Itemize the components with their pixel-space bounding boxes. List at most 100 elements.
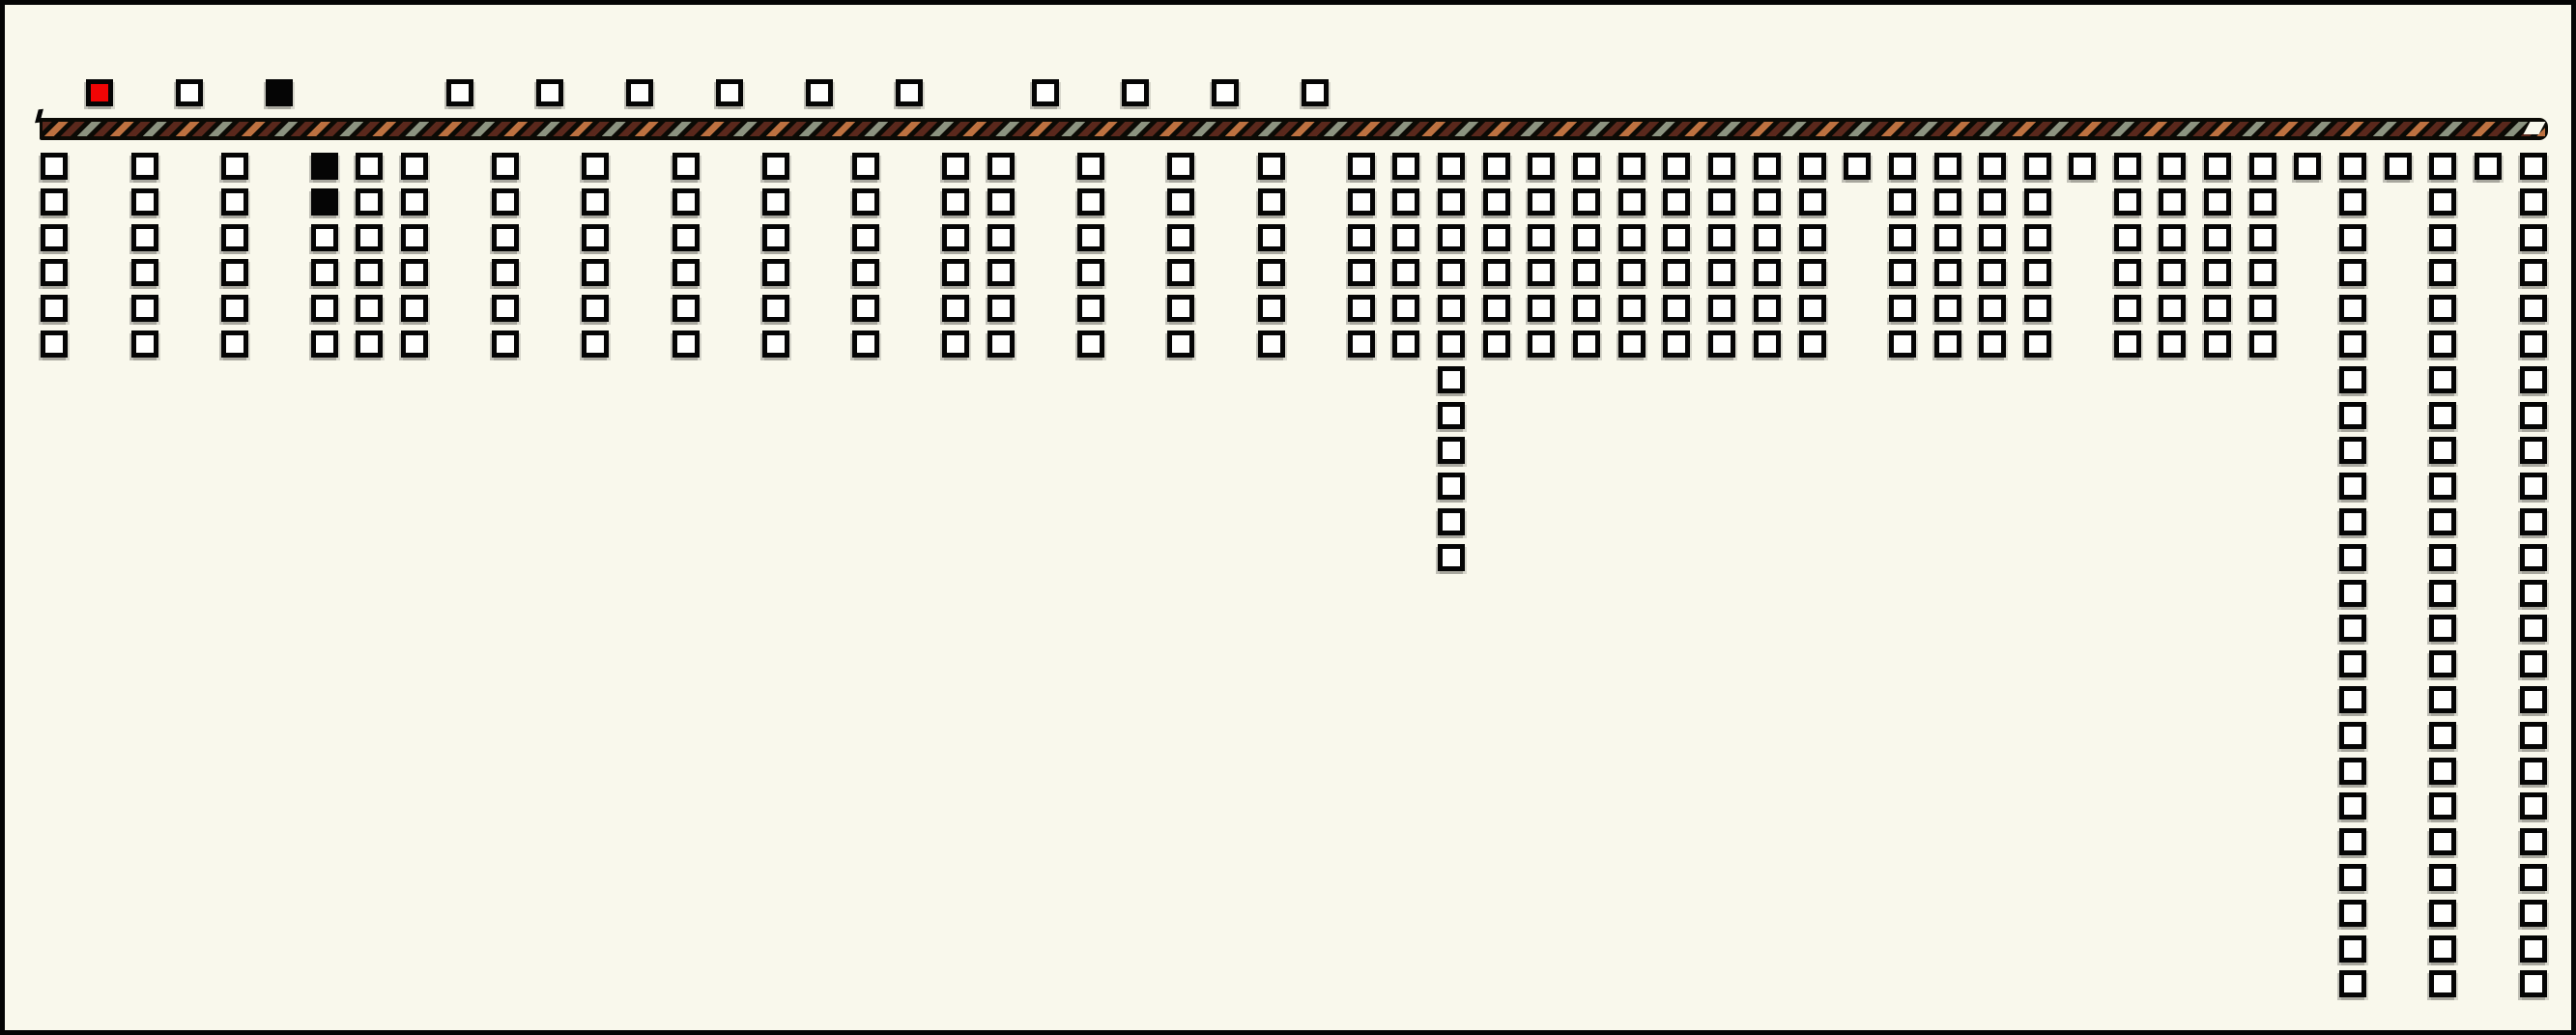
slot[interactable] — [2249, 331, 2276, 358]
slot[interactable] — [2429, 722, 2456, 749]
slot[interactable] — [942, 224, 969, 251]
slot[interactable] — [2159, 224, 2186, 251]
slot[interactable] — [2069, 153, 2096, 180]
slot[interactable] — [356, 295, 383, 322]
slot[interactable] — [2520, 544, 2547, 571]
slot[interactable] — [2114, 153, 2141, 180]
slot[interactable] — [1167, 259, 1194, 286]
slot[interactable] — [1889, 259, 1916, 286]
slot[interactable] — [221, 153, 248, 180]
slot[interactable] — [1979, 259, 2006, 286]
slot[interactable] — [1889, 331, 1916, 358]
slot[interactable] — [2339, 473, 2366, 500]
slot[interactable] — [1122, 79, 1149, 106]
occupied-slot[interactable] — [311, 153, 338, 180]
slot[interactable] — [2520, 437, 2547, 464]
slot[interactable] — [131, 331, 158, 358]
slot[interactable] — [2520, 259, 2547, 286]
slot[interactable] — [2204, 259, 2231, 286]
slot[interactable] — [2520, 508, 2547, 535]
slot[interactable] — [2520, 792, 2547, 819]
slot[interactable] — [2159, 331, 2186, 358]
slot[interactable] — [2475, 153, 2502, 180]
slot[interactable] — [41, 259, 68, 286]
slot[interactable] — [2339, 935, 2366, 963]
slot[interactable] — [1708, 259, 1735, 286]
slot[interactable] — [356, 259, 383, 286]
slot[interactable] — [1258, 259, 1285, 286]
slot[interactable] — [673, 188, 700, 216]
slot[interactable] — [2204, 153, 2231, 180]
slot[interactable] — [492, 295, 519, 322]
slot[interactable] — [1438, 437, 1465, 464]
slot[interactable] — [1708, 224, 1735, 251]
slot[interactable] — [1258, 295, 1285, 322]
slot[interactable] — [492, 153, 519, 180]
slot[interactable] — [2114, 295, 2141, 322]
slot[interactable] — [2339, 366, 2366, 393]
slot[interactable] — [536, 79, 563, 106]
slot[interactable] — [1754, 188, 1781, 216]
slot[interactable] — [1573, 188, 1600, 216]
slot[interactable] — [1528, 259, 1555, 286]
slot[interactable] — [2429, 615, 2456, 642]
slot[interactable] — [2024, 188, 2051, 216]
slot[interactable] — [2024, 331, 2051, 358]
slot[interactable] — [2429, 650, 2456, 677]
slot[interactable] — [41, 295, 68, 322]
slot[interactable] — [1167, 224, 1194, 251]
slot[interactable] — [762, 153, 789, 180]
slot[interactable] — [1979, 331, 2006, 358]
slot[interactable] — [1438, 331, 1465, 358]
slot[interactable] — [311, 259, 338, 286]
slot[interactable] — [221, 295, 248, 322]
slot[interactable] — [2249, 153, 2276, 180]
slot[interactable] — [1077, 331, 1104, 358]
slot[interactable] — [2520, 935, 2547, 963]
slot[interactable] — [1483, 295, 1510, 322]
slot[interactable] — [942, 188, 969, 216]
slot[interactable] — [2024, 259, 2051, 286]
slot[interactable] — [1663, 331, 1690, 358]
slot[interactable] — [1618, 224, 1646, 251]
slot[interactable] — [2520, 473, 2547, 500]
slot[interactable] — [1258, 153, 1285, 180]
slot[interactable] — [2429, 402, 2456, 429]
slot[interactable] — [221, 224, 248, 251]
slot[interactable] — [2114, 224, 2141, 251]
slot[interactable] — [41, 188, 68, 216]
slot[interactable] — [2520, 970, 2547, 997]
slot[interactable] — [2339, 295, 2366, 322]
slot[interactable] — [221, 331, 248, 358]
slot[interactable] — [2204, 224, 2231, 251]
slot[interactable] — [852, 153, 879, 180]
slot[interactable] — [2339, 580, 2366, 607]
slot[interactable] — [2249, 224, 2276, 251]
slot[interactable] — [2339, 259, 2366, 286]
slot[interactable] — [2114, 259, 2141, 286]
slot[interactable] — [762, 224, 789, 251]
slot[interactable] — [1483, 224, 1510, 251]
slot[interactable] — [1528, 153, 1555, 180]
slot[interactable] — [311, 331, 338, 358]
slot[interactable] — [582, 188, 609, 216]
slot[interactable] — [1663, 224, 1690, 251]
slot[interactable] — [1438, 544, 1465, 571]
slot[interactable] — [1438, 473, 1465, 500]
slot[interactable] — [1077, 224, 1104, 251]
slot[interactable] — [492, 188, 519, 216]
slot[interactable] — [311, 295, 338, 322]
slot[interactable] — [1889, 224, 1916, 251]
slot[interactable] — [41, 331, 68, 358]
slot[interactable] — [1618, 259, 1646, 286]
slot[interactable] — [2159, 295, 2186, 322]
slot[interactable] — [1754, 153, 1781, 180]
slot[interactable] — [2159, 188, 2186, 216]
slot[interactable] — [1663, 188, 1690, 216]
slot[interactable] — [1438, 153, 1465, 180]
slot[interactable] — [2520, 402, 2547, 429]
slot[interactable] — [1438, 224, 1465, 251]
slot[interactable] — [1528, 224, 1555, 251]
slot[interactable] — [2429, 970, 2456, 997]
slot[interactable] — [1392, 331, 1419, 358]
